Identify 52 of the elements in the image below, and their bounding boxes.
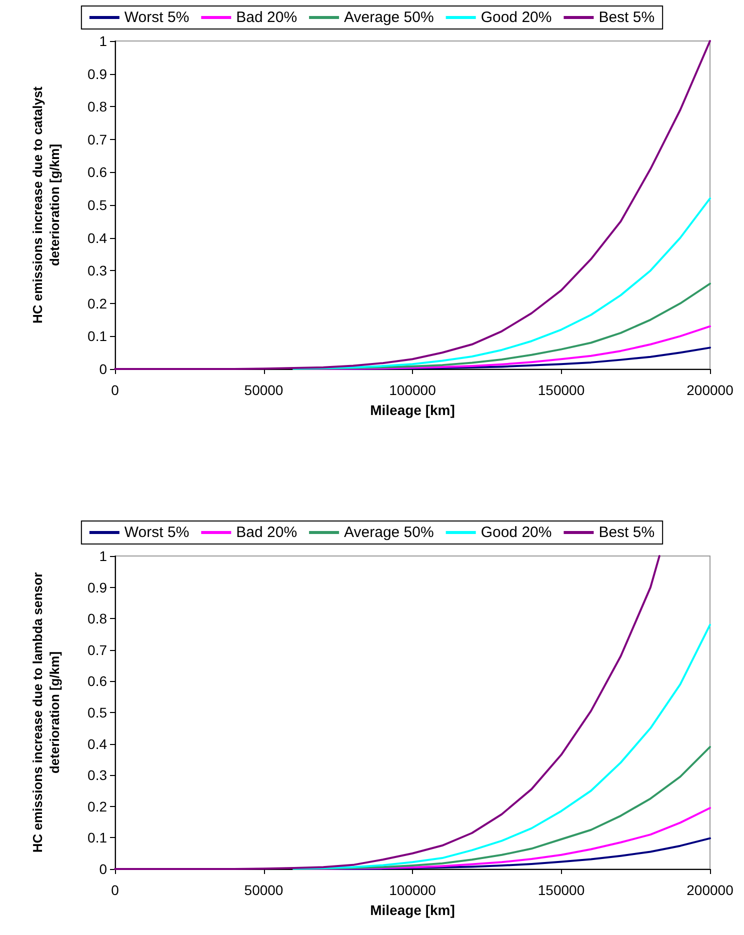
y-tick-label: 0.9 (88, 579, 108, 596)
x-tick-label: 150000 (538, 882, 585, 898)
y-axis-title: HC emissions increase due to lambda sensor deterioration [g/km] (30, 572, 62, 853)
y-tick-label: 0.3 (88, 767, 108, 784)
x-tick-label: 200000 (686, 882, 734, 898)
y-tick-label: 0.9 (88, 66, 108, 82)
legend-label: Bad 20% (236, 9, 298, 26)
x-tick-label: 200000 (686, 382, 734, 398)
line-series (292, 325, 711, 370)
x-tick-label: 100000 (389, 882, 436, 898)
y-tick-label: 1 (99, 33, 108, 49)
y-tick-label: 0.2 (88, 295, 108, 312)
legend-label: Best 5% (598, 9, 655, 26)
y-tick-label: 0.4 (88, 230, 108, 246)
legend-label: Bad 20% (236, 524, 298, 541)
y-tick-label: 0.7 (88, 642, 108, 658)
legend-label: Good 20% (480, 9, 552, 26)
y-tick-label: 0.2 (88, 798, 108, 814)
line-series (292, 806, 711, 870)
x-tick-label: 50000 (244, 382, 284, 398)
y-tick-label: 0.6 (88, 673, 108, 690)
line-series (292, 282, 711, 370)
legend-label: Worst 5% (124, 9, 190, 26)
y-tick-label: 0.7 (88, 131, 108, 148)
y-tick-label: 0.8 (88, 98, 108, 115)
x-axis-title: Mileage [km] (370, 902, 455, 918)
legend-label: Good 20% (480, 524, 552, 541)
y-tick-label: 1 (99, 548, 108, 564)
x-tick-label: 50000 (244, 882, 284, 898)
legend-label: Average 50% (344, 524, 434, 541)
y-tick-label: 0.1 (88, 830, 108, 846)
x-tick-label: 0 (111, 882, 120, 898)
line-series (292, 197, 711, 370)
x-tick-label: 150000 (538, 382, 585, 398)
legend-label: Worst 5% (124, 524, 190, 541)
x-tick-label: 0 (111, 382, 120, 398)
y-tick-label: 0 (99, 361, 108, 377)
y-tick-label: 0.8 (88, 610, 108, 627)
x-tick-label: 100000 (389, 382, 436, 398)
y-axis-title: HC emissions increase due to catalyst deterioration [g/km] (30, 86, 62, 324)
line-series (292, 746, 711, 870)
x-axis-title: Mileage [km] (370, 402, 455, 418)
y-tick-label: 0.4 (88, 736, 108, 752)
legend-label: Average 50% (344, 9, 434, 26)
line-series (292, 624, 711, 870)
y-tick-label: 0.3 (88, 262, 108, 279)
legend-label: Best 5% (598, 524, 655, 541)
y-tick-label: 0.5 (88, 704, 108, 720)
y-tick-label: 0.5 (88, 197, 108, 213)
y-tick-label: 0.1 (88, 328, 108, 344)
y-tick-label: 0 (99, 861, 108, 877)
y-tick-label: 0.6 (88, 164, 108, 180)
